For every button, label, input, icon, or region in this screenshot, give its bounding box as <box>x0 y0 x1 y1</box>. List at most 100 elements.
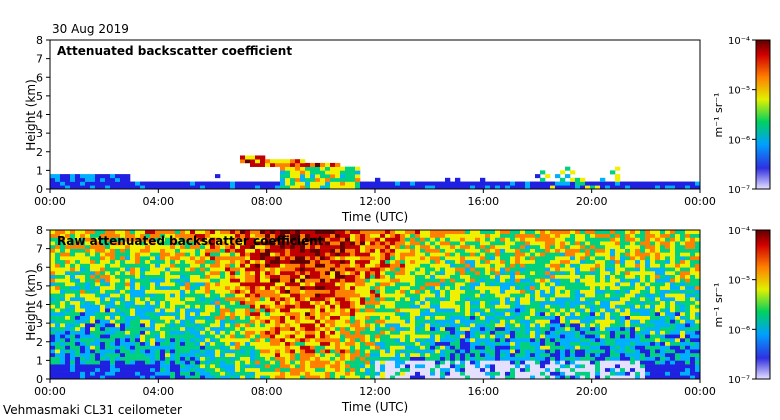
heatmap-cell <box>500 375 506 380</box>
heatmap-cell <box>570 248 576 253</box>
heatmap-cell <box>285 315 291 320</box>
heatmap-cell <box>575 177 581 182</box>
heatmap-cell <box>195 334 201 339</box>
heatmap-cell <box>300 293 306 298</box>
heatmap-cell <box>150 360 156 365</box>
heatmap-cell <box>160 278 166 283</box>
heatmap-cell <box>340 334 346 339</box>
heatmap-cell <box>425 282 431 287</box>
heatmap-cell <box>380 282 386 287</box>
heatmap-cell <box>480 315 486 320</box>
heatmap-cell <box>105 278 111 283</box>
heatmap-cell <box>605 267 611 272</box>
heatmap-cell <box>180 352 186 357</box>
heatmap-cell <box>330 326 336 331</box>
heatmap-cell <box>415 274 421 279</box>
heatmap-cell <box>185 297 191 302</box>
heatmap-cell <box>90 367 96 372</box>
heatmap-cell <box>95 330 101 335</box>
heatmap-cell <box>425 356 431 361</box>
heatmap-cell <box>155 244 161 249</box>
heatmap-cell <box>55 311 61 316</box>
heatmap-cell <box>260 315 266 320</box>
heatmap-cell <box>270 267 276 272</box>
heatmap-cell <box>355 252 361 257</box>
heatmap-cell <box>330 341 336 346</box>
heatmap-cell <box>210 338 216 343</box>
heatmap-cell <box>385 375 391 380</box>
heatmap-cell <box>95 282 101 287</box>
heatmap-cell <box>250 319 256 324</box>
heatmap-cell <box>125 282 131 287</box>
heatmap-cell <box>480 326 486 331</box>
heatmap-cell <box>280 282 286 287</box>
heatmap-cell <box>380 248 386 253</box>
heatmap-cell <box>545 278 551 283</box>
heatmap-cell <box>120 289 126 294</box>
heatmap-cell <box>290 159 296 164</box>
heatmap-cell <box>515 330 521 335</box>
heatmap-cell <box>165 330 171 335</box>
heatmap-cell <box>265 274 271 279</box>
heatmap-cell <box>255 248 261 253</box>
heatmap-cell <box>545 311 551 316</box>
heatmap-cell <box>370 349 376 354</box>
heatmap-cell <box>495 244 501 249</box>
heatmap-cell <box>340 364 346 369</box>
heatmap-cell <box>215 185 221 190</box>
heatmap-cell <box>565 330 571 335</box>
heatmap-cell <box>70 241 76 246</box>
heatmap-cell <box>370 311 376 316</box>
heatmap-cell <box>585 326 591 331</box>
heatmap-cell <box>180 356 186 361</box>
heatmap-cell <box>250 311 256 316</box>
heatmap-cell <box>120 304 126 309</box>
heatmap-cell <box>500 334 506 339</box>
heatmap-cell <box>395 323 401 328</box>
heatmap-cell <box>215 308 221 313</box>
heatmap-cell <box>200 278 206 283</box>
heatmap-cell <box>310 345 316 350</box>
heatmap-cell <box>400 297 406 302</box>
heatmap-cell <box>440 230 446 235</box>
heatmap-cell <box>320 174 326 179</box>
heatmap-cell <box>675 181 681 186</box>
heatmap-cell <box>270 274 276 279</box>
heatmap-cell <box>365 233 371 238</box>
heatmap-cell <box>120 300 126 305</box>
heatmap-cell <box>145 270 151 276</box>
heatmap-cell <box>50 267 56 272</box>
heatmap-cell <box>525 352 531 357</box>
heatmap-cell <box>350 181 356 186</box>
heatmap-cell <box>580 252 586 257</box>
heatmap-cell <box>60 334 66 339</box>
heatmap-cell <box>440 259 446 264</box>
heatmap-cell <box>300 319 306 324</box>
heatmap-cell <box>380 259 386 264</box>
heatmap-cell <box>210 304 216 309</box>
heatmap-cell <box>110 248 116 253</box>
heatmap-cell <box>115 319 121 324</box>
heatmap-cell <box>160 267 166 272</box>
heatmap-cell <box>430 326 436 331</box>
heatmap-cell <box>320 345 326 350</box>
heatmap-cell <box>470 345 476 350</box>
heatmap-cell <box>145 282 151 287</box>
heatmap-cell <box>365 323 371 328</box>
heatmap-cell <box>465 323 471 328</box>
heatmap-cell <box>240 267 246 272</box>
heatmap-cell <box>270 334 276 339</box>
heatmap-cell <box>385 181 391 186</box>
heatmap-cell <box>260 323 266 328</box>
heatmap-cell <box>435 364 441 369</box>
heatmap-cell <box>365 256 371 261</box>
heatmap-cell <box>435 323 441 328</box>
heatmap-cell <box>310 248 316 253</box>
heatmap-cell <box>485 371 491 376</box>
heatmap-cell <box>305 181 311 186</box>
heatmap-cell <box>105 274 111 279</box>
heatmap-cell <box>255 237 261 242</box>
heatmap-cell <box>430 308 436 313</box>
heatmap-cell <box>375 345 381 350</box>
heatmap-cell <box>535 371 541 376</box>
